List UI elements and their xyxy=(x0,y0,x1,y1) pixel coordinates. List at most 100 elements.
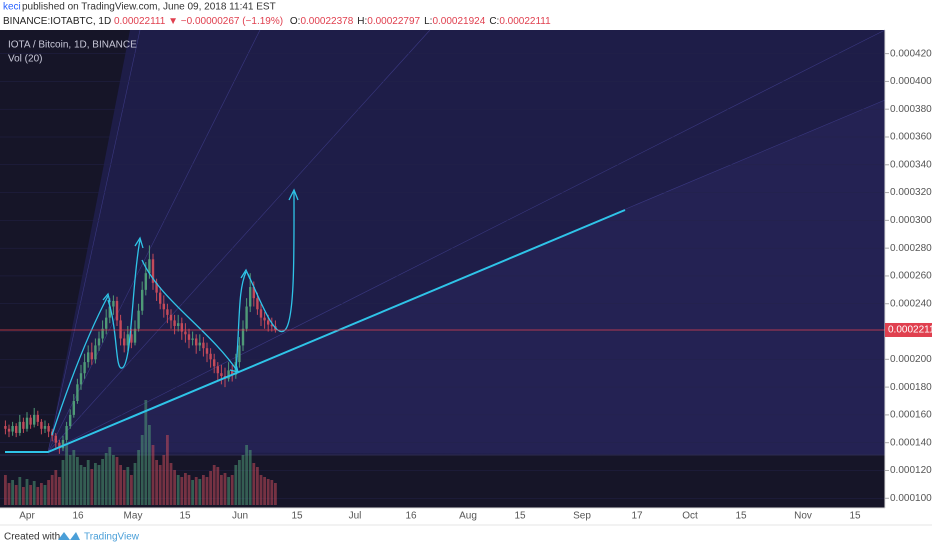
volume-bar xyxy=(36,487,40,505)
ohlc-label: O: xyxy=(290,16,301,27)
volume-bar xyxy=(169,463,173,505)
candle-body xyxy=(155,282,158,293)
candle-body xyxy=(22,421,25,429)
ohlc-label: L: xyxy=(424,16,432,27)
volume-bar xyxy=(270,480,274,505)
price: 0.00022111 xyxy=(114,16,166,27)
candle-body xyxy=(15,426,18,433)
footer-created: Created with xyxy=(4,532,60,543)
quote-line: BINANCE:IOTABTC, 1D 0.00022111 ▼ −0.0000… xyxy=(3,16,551,27)
volume-bar xyxy=(137,450,140,505)
candle-body xyxy=(144,273,147,290)
candle-body xyxy=(94,345,97,360)
y-tick-label: 0.00040000 xyxy=(890,76,932,87)
candle-body xyxy=(180,323,183,332)
candle-body xyxy=(205,348,209,354)
volume-bar xyxy=(104,453,108,505)
candle-body xyxy=(101,328,104,339)
candle-body xyxy=(195,338,198,346)
ohlc-value: 0.00022797 xyxy=(367,16,420,27)
volume-bar xyxy=(180,477,184,505)
y-tick-label: 0.00036000 xyxy=(890,132,932,143)
candle-body xyxy=(112,300,115,307)
volume-bar xyxy=(187,475,191,505)
volume-bar xyxy=(205,477,209,505)
candle-body xyxy=(119,320,122,339)
candle-body xyxy=(25,417,29,429)
volume-bar xyxy=(43,485,47,505)
x-tick-label: Aug xyxy=(459,511,477,522)
volume-bar xyxy=(148,425,151,505)
volume-bar xyxy=(234,465,238,505)
x-tick-label: Jun xyxy=(232,511,248,522)
volume-bar xyxy=(212,465,216,505)
y-tick-label: 0.00014000 xyxy=(890,437,932,448)
candle-body xyxy=(29,417,32,425)
candle-body xyxy=(36,414,39,422)
x-tick-label: 16 xyxy=(405,511,417,522)
candle-body xyxy=(54,435,57,443)
series-legend: IOTA / Bitcoin, 1D, BINANCE xyxy=(8,40,137,51)
volume-bar xyxy=(274,483,277,505)
x-tick-label: 15 xyxy=(514,511,526,522)
candle-body xyxy=(90,352,93,360)
candle-body xyxy=(166,309,169,315)
candle-body xyxy=(245,306,248,329)
volume-bar xyxy=(94,463,97,505)
candle-body xyxy=(216,366,219,374)
volume-bar xyxy=(83,467,86,505)
volume-bar xyxy=(40,483,43,505)
brand-logo xyxy=(58,532,80,540)
author[interactable]: keci xyxy=(3,2,21,13)
volume-bar xyxy=(266,479,270,505)
candle-body xyxy=(108,306,111,318)
volume-bar xyxy=(79,465,83,505)
candle-body xyxy=(162,303,165,310)
volume-bar xyxy=(184,473,187,505)
y-tick-label: 0.00010000 xyxy=(890,493,932,504)
candle-body xyxy=(7,428,11,432)
candle-body xyxy=(47,426,50,432)
volume-bar xyxy=(252,463,256,505)
volume-bar xyxy=(119,465,122,505)
x-tick-label: Oct xyxy=(682,511,698,522)
volume-bar xyxy=(68,455,72,505)
candle-body xyxy=(177,323,180,326)
candle-body xyxy=(105,317,108,329)
candle-body xyxy=(79,373,83,385)
volume-bar xyxy=(202,475,205,505)
y-tick-label: 0.00016000 xyxy=(890,410,932,421)
volume-bar xyxy=(133,463,137,505)
volume-bar xyxy=(32,481,36,505)
y-tick-label: 0.00032000 xyxy=(890,187,932,198)
change-arrow: ▼ xyxy=(168,16,178,27)
candle-body xyxy=(43,426,47,429)
volume-bar xyxy=(58,477,61,505)
volume-bar xyxy=(209,471,212,505)
footer-brand[interactable]: TradingView xyxy=(84,532,140,543)
candle-body xyxy=(76,384,79,402)
candle-body xyxy=(241,328,245,346)
candle-body xyxy=(259,309,263,318)
candle-body xyxy=(126,334,129,346)
volume-bar xyxy=(241,455,245,505)
candle-body xyxy=(151,259,155,283)
candle-body xyxy=(69,414,72,427)
time-axis-bg xyxy=(0,508,885,523)
ohlc-value: 0.00021924 xyxy=(432,16,485,27)
y-tick-label: 0.00012000 xyxy=(890,465,932,476)
ohlc-label: H: xyxy=(357,16,367,27)
price-axis-bg xyxy=(885,30,932,508)
volume-bar xyxy=(245,445,248,505)
candle-body xyxy=(202,342,205,349)
x-tick-label: 15 xyxy=(735,511,747,522)
ohlc-label: C: xyxy=(489,16,499,27)
volume-bar xyxy=(115,457,119,505)
x-tick-label: 16 xyxy=(72,511,84,522)
candle-body xyxy=(256,298,259,310)
candle-body xyxy=(227,370,230,379)
x-tick-label: Nov xyxy=(794,511,812,522)
candle-body xyxy=(40,421,43,429)
volume-bar xyxy=(130,475,133,505)
volume-bar xyxy=(14,485,18,505)
